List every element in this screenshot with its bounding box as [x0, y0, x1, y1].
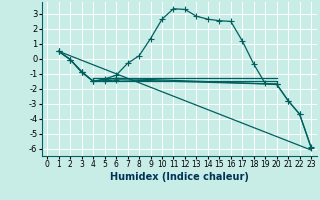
- X-axis label: Humidex (Indice chaleur): Humidex (Indice chaleur): [110, 172, 249, 182]
